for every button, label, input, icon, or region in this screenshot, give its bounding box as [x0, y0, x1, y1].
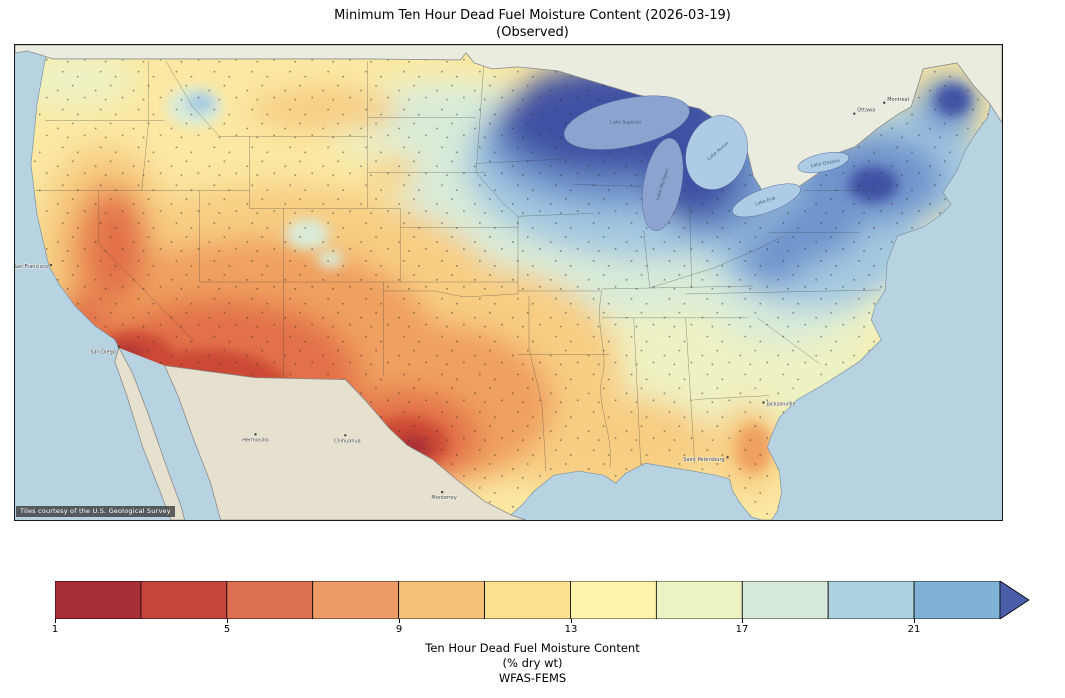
colorbar-tick-label: 9	[395, 624, 403, 635]
page-title: Minimum Ten Hour Dead Fuel Moisture Cont…	[0, 7, 1065, 41]
colorbar-segment	[484, 580, 571, 620]
state-borders	[34, 60, 882, 472]
lake-michigan	[642, 137, 684, 231]
colorbar-segment	[398, 580, 485, 620]
colorbar-tick-label: 1	[51, 624, 59, 635]
city-label: Hermosillo	[242, 437, 268, 443]
lake-ontario	[797, 151, 850, 174]
city-markers: San Francisco San Diego Hermosillo Chihu…	[15, 96, 909, 501]
city-label: Montreal	[887, 97, 909, 103]
city-dot	[883, 101, 886, 104]
colorbar-segment	[54, 580, 142, 620]
colorbar-tick	[571, 619, 572, 623]
city-label: Monterrey	[431, 495, 456, 501]
colorbar-tick	[227, 619, 228, 623]
colorbar-caption-line3: WFAS-FEMS	[498, 671, 567, 685]
city-dot	[762, 401, 765, 404]
colorbar-tick-label: 5	[223, 624, 231, 635]
lake-erie	[732, 183, 801, 218]
colorbar-caption-line1: Ten Hour Dead Fuel Moisture Content	[425, 641, 640, 655]
colorbar	[54, 580, 1031, 620]
usgs-attribution: Tiles courtesy of the U.S. Geological Su…	[16, 506, 175, 517]
colorbar-tick-label: 21	[907, 624, 921, 635]
city-dot	[344, 434, 347, 437]
colorbar-tick	[55, 619, 56, 623]
city-label: San Francisco	[15, 264, 48, 270]
colorbar-segment	[312, 580, 400, 620]
city-label: Saint Petersburg	[683, 457, 724, 463]
colorbar-tick-label: 17	[735, 624, 749, 635]
us-coastline	[30, 45, 992, 520]
colorbar-caption: Ten Hour Dead Fuel Moisture Content (% d…	[0, 641, 1065, 686]
city-label: San Diego	[90, 350, 115, 356]
lake-superior-label: Lake Superior	[610, 120, 643, 126]
baja-peninsula	[114, 346, 186, 520]
colorbar-tick	[399, 619, 400, 623]
lake-superior	[563, 95, 690, 150]
page-title-line1: Minimum Ten Hour Dead Fuel Moisture Cont…	[334, 8, 731, 23]
city-dot	[117, 345, 120, 348]
city-label: Chihuahua	[334, 438, 361, 444]
colorbar-segment	[913, 580, 1001, 620]
colorbar-segment	[741, 580, 829, 620]
colorbar-segment	[827, 580, 915, 620]
colorbar-caption-line2: (% dry wt)	[502, 656, 563, 670]
colorbar-arrow	[999, 580, 1030, 620]
colorbar-segment	[140, 580, 228, 620]
mexico-landmass	[164, 365, 527, 520]
city-dot	[726, 456, 729, 459]
colorbar-scale	[54, 580, 1030, 620]
colorbar-segment	[655, 580, 743, 620]
city-dot	[254, 433, 257, 436]
lake-huron	[685, 115, 748, 190]
colorbar-tick-label: 13	[564, 624, 578, 635]
map-figure: Lake Superior Lake Michigan Lake Huron L…	[15, 45, 1002, 520]
colorbar-segment	[226, 580, 314, 620]
city-label: Ottawa	[857, 108, 875, 114]
colorbar-segment	[570, 580, 657, 620]
city-dot	[853, 112, 856, 115]
page-title-line2: (Observed)	[496, 25, 569, 40]
city-label: Jacksonville	[765, 401, 795, 407]
colorbar-tick	[914, 619, 915, 623]
map-canvas: Lake Superior Lake Michigan Lake Huron L…	[14, 44, 1003, 521]
city-dot	[49, 263, 53, 267]
city-dot	[440, 490, 444, 494]
colorbar-tick	[742, 619, 743, 623]
lake-ontario-label: Lake Ontario	[810, 158, 840, 169]
